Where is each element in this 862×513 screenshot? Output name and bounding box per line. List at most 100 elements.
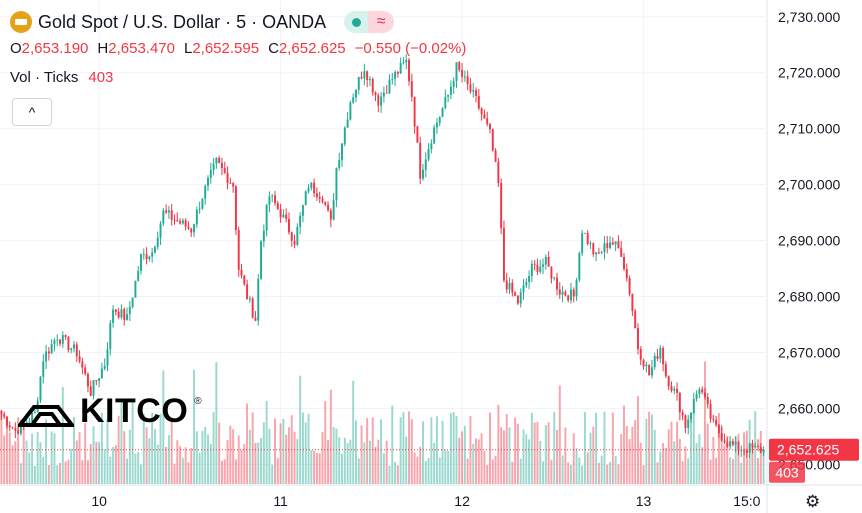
candle-body xyxy=(751,443,754,448)
volume-bar xyxy=(114,445,117,484)
candle-body xyxy=(265,204,268,231)
candle-body xyxy=(634,310,637,329)
candle-body xyxy=(408,59,411,82)
candle-body xyxy=(229,183,232,184)
volume-bar xyxy=(751,442,754,484)
volume-bar xyxy=(394,462,397,484)
volume-bar xyxy=(628,439,631,484)
candle-body xyxy=(165,210,168,213)
candle-body xyxy=(243,275,246,285)
candle-body xyxy=(299,215,302,227)
candle-body xyxy=(128,306,131,315)
last-volume-tag xyxy=(769,461,805,483)
candle-body xyxy=(61,335,64,344)
candle-body xyxy=(193,224,196,233)
candle-body xyxy=(315,193,318,198)
candle-body xyxy=(385,92,388,94)
volume-bar xyxy=(391,405,394,484)
volume-bar xyxy=(625,425,628,484)
y-tick-label: 2,670.000 xyxy=(778,345,840,361)
volume-bar xyxy=(248,429,251,484)
volume-bar xyxy=(516,423,519,484)
volume-bar xyxy=(232,429,235,484)
candle-body xyxy=(327,204,330,211)
volume-bar xyxy=(315,452,318,484)
volume-bar xyxy=(246,403,249,484)
volume-bar xyxy=(167,435,170,484)
candle-body xyxy=(181,220,184,224)
candle-body xyxy=(603,243,606,252)
volume-bar xyxy=(662,443,665,484)
volume-bar xyxy=(737,433,740,484)
candle-body xyxy=(589,243,592,245)
volume-legend[interactable]: Vol · Ticks 403 xyxy=(10,69,113,86)
volume-bar xyxy=(100,412,103,484)
candle-body xyxy=(670,386,673,391)
x-tick-label: 13 xyxy=(636,493,652,509)
candle-body xyxy=(341,143,343,160)
candle-body xyxy=(572,289,575,297)
volume-bar xyxy=(572,433,575,484)
candle-body xyxy=(581,233,584,254)
candle-body xyxy=(394,72,397,79)
candle-body xyxy=(388,79,391,94)
candle-body xyxy=(611,242,614,245)
candle-body xyxy=(248,298,251,300)
volume-bar xyxy=(667,429,670,484)
candle-body xyxy=(653,355,656,368)
volume-bar xyxy=(402,412,405,484)
volume-bar xyxy=(243,444,246,484)
last-volume-label: 403 xyxy=(775,465,799,481)
candle-body xyxy=(45,351,48,362)
candle-body xyxy=(427,149,430,160)
volume-bar xyxy=(449,413,452,484)
registered-mark: ® xyxy=(194,396,202,407)
candle-body xyxy=(293,240,296,245)
candle-body xyxy=(502,228,505,281)
volume-bar xyxy=(717,413,720,484)
candle-body xyxy=(201,198,204,209)
volume-bar xyxy=(611,412,614,484)
collapse-legend-button[interactable]: ^ xyxy=(12,98,52,126)
candle-body xyxy=(47,351,50,354)
candle-body xyxy=(729,441,732,447)
symbol-title[interactable]: Gold Spot / U.S. Dollar · 5 · OANDA xyxy=(38,11,327,32)
candle-body xyxy=(648,364,651,376)
volume-bar xyxy=(695,443,698,484)
volume-bar xyxy=(656,462,659,484)
candle-body xyxy=(170,210,173,220)
candle-body xyxy=(109,323,112,350)
volume-bar xyxy=(313,450,316,484)
volume-bar xyxy=(50,431,53,484)
candle-body xyxy=(706,396,709,405)
candle-body xyxy=(399,62,402,74)
volume-bar xyxy=(620,434,623,484)
candle-body xyxy=(167,210,170,213)
high-value: 2,653.470 xyxy=(108,40,175,57)
candle-body xyxy=(352,97,355,103)
settings-gear-icon[interactable]: ⚙ xyxy=(805,492,821,511)
candle-body xyxy=(209,169,212,178)
market-status-pill[interactable]: ≈ xyxy=(344,11,395,33)
candle-body xyxy=(455,62,458,82)
candle-body xyxy=(246,284,249,300)
candle-body xyxy=(469,84,472,92)
volume-bar xyxy=(463,425,466,484)
candle-body xyxy=(84,367,87,374)
volume-bar xyxy=(33,465,36,484)
volume-bar xyxy=(363,442,366,484)
volume-bar xyxy=(53,433,56,484)
volume-bar xyxy=(293,431,296,484)
candle-body xyxy=(569,289,572,301)
candles xyxy=(0,54,765,459)
candle-body xyxy=(712,418,715,420)
volume-bar xyxy=(117,415,120,484)
candle-body xyxy=(290,232,293,241)
candle-body xyxy=(592,243,595,255)
candle-body xyxy=(461,69,464,77)
last-price-tag xyxy=(769,438,859,461)
candle-body xyxy=(609,242,612,248)
candle-body xyxy=(673,388,676,391)
volume-bar xyxy=(296,439,299,484)
